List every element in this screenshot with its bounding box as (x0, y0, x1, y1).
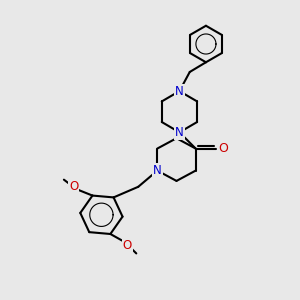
Text: O: O (123, 239, 132, 252)
Text: N: N (153, 164, 162, 177)
Text: O: O (218, 142, 228, 155)
Text: N: N (175, 126, 184, 139)
Text: O: O (69, 180, 79, 193)
Text: N: N (175, 85, 184, 98)
